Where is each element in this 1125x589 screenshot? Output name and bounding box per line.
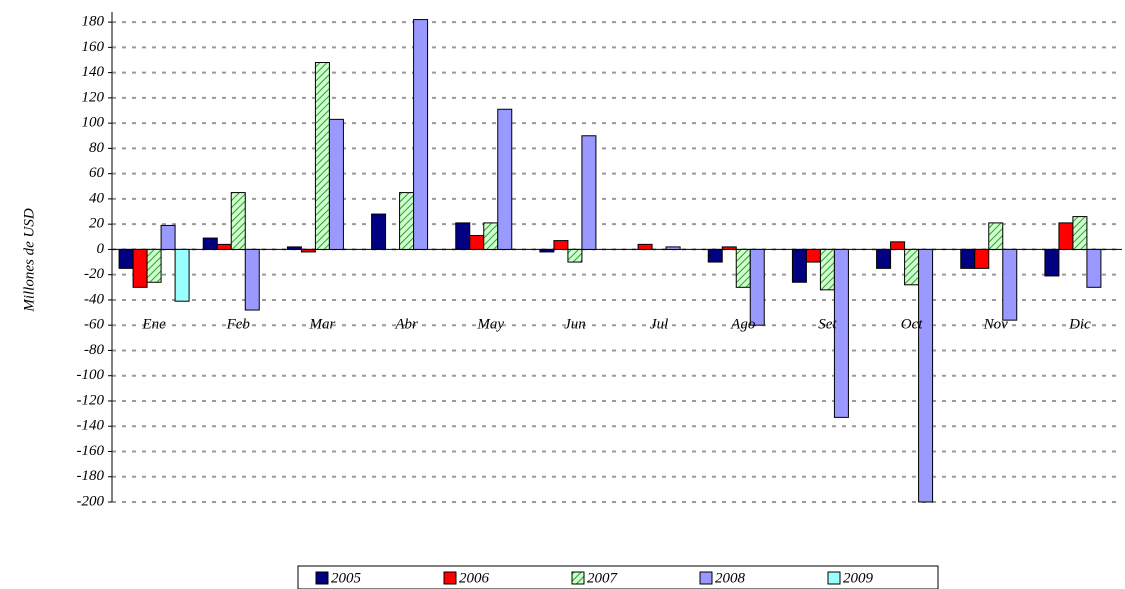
y-tick-label: 60	[89, 165, 105, 181]
legend-label: 2009	[843, 570, 874, 586]
legend-label: 2006	[459, 570, 490, 586]
bar	[1044, 248, 1060, 277]
y-tick-label: 0	[97, 241, 105, 257]
legend-label: 2007	[587, 570, 619, 586]
bar	[413, 19, 429, 250]
x-tick-label: Ene	[141, 317, 166, 333]
x-tick-label: Dic	[1068, 317, 1091, 333]
x-tick-label: Abr	[394, 317, 418, 333]
legend-label: 2005	[331, 570, 362, 586]
bar	[819, 248, 835, 291]
y-tick-label: -180	[77, 468, 105, 484]
bar	[483, 222, 499, 250]
y-tick-label: -140	[77, 418, 105, 434]
bar	[707, 248, 723, 263]
x-tick-label: Nov	[983, 317, 1009, 333]
y-tick-label: -100	[77, 367, 105, 383]
y-tick-label: 160	[82, 39, 105, 55]
bar	[876, 248, 892, 269]
y-tick-label: -60	[84, 317, 104, 333]
legend-swatch	[315, 571, 329, 585]
y-tick-label: 40	[89, 190, 105, 206]
y-tick-label: 20	[89, 216, 105, 232]
bar	[581, 135, 597, 250]
x-tick-label: Jun	[564, 317, 586, 333]
bar	[497, 108, 513, 250]
x-tick-label: Feb	[226, 317, 251, 333]
legend-swatch	[699, 571, 713, 585]
bar	[244, 248, 260, 311]
bar	[202, 237, 218, 250]
bar	[890, 241, 906, 250]
bar	[300, 248, 316, 253]
legend-box	[297, 565, 939, 589]
bar	[132, 248, 148, 288]
y-tick-label: 100	[82, 115, 105, 131]
bar	[1058, 222, 1074, 250]
bar	[539, 248, 555, 253]
bar	[328, 118, 344, 250]
bar	[1072, 216, 1088, 250]
y-tick-label: -40	[84, 291, 104, 307]
bar	[833, 248, 849, 418]
y-tick-label: -160	[77, 443, 105, 459]
bar	[230, 192, 246, 250]
legend-swatch	[827, 571, 841, 585]
bar	[216, 243, 232, 250]
bar	[160, 224, 176, 250]
bar	[988, 222, 1004, 250]
bar	[749, 248, 765, 326]
x-tick-label: Ago	[730, 317, 756, 333]
bar	[553, 240, 569, 250]
bar	[314, 62, 330, 250]
bar	[567, 248, 583, 263]
legend-swatch-hatch	[571, 571, 585, 585]
bar	[469, 235, 485, 250]
y-tick-label: -120	[77, 392, 105, 408]
y-tick-label: 180	[82, 14, 105, 30]
y-axis-label: Millones de USD	[21, 208, 37, 312]
bar	[1086, 248, 1102, 288]
bar	[960, 248, 976, 269]
bar	[399, 192, 415, 250]
bar	[735, 248, 751, 288]
y-tick-label: -20	[84, 266, 104, 282]
x-tick-label: Set	[818, 317, 837, 333]
legend-swatch	[443, 571, 457, 585]
y-tick-label: 140	[82, 64, 105, 80]
bar	[174, 248, 190, 302]
x-tick-label: Mar	[308, 317, 335, 333]
x-tick-label: Oct	[901, 317, 923, 333]
x-tick-label: Jul	[650, 317, 668, 333]
bar	[637, 243, 653, 250]
bar	[146, 248, 162, 283]
bar	[974, 248, 990, 269]
bar	[721, 246, 737, 250]
x-tick-label: May	[476, 317, 504, 333]
bar	[371, 213, 387, 250]
bar	[791, 248, 807, 283]
bar	[118, 248, 134, 269]
bar	[1002, 248, 1018, 321]
bar	[918, 248, 934, 503]
y-tick-label: -80	[84, 342, 104, 358]
y-tick-label: 120	[82, 89, 105, 105]
bar	[904, 248, 920, 286]
bar	[805, 248, 821, 263]
y-tick-label: 80	[89, 140, 105, 156]
bar	[286, 246, 302, 250]
legend-label: 2008	[715, 570, 746, 586]
bar	[455, 222, 471, 250]
y-tick-label: -200	[77, 493, 105, 509]
bar	[665, 246, 681, 250]
